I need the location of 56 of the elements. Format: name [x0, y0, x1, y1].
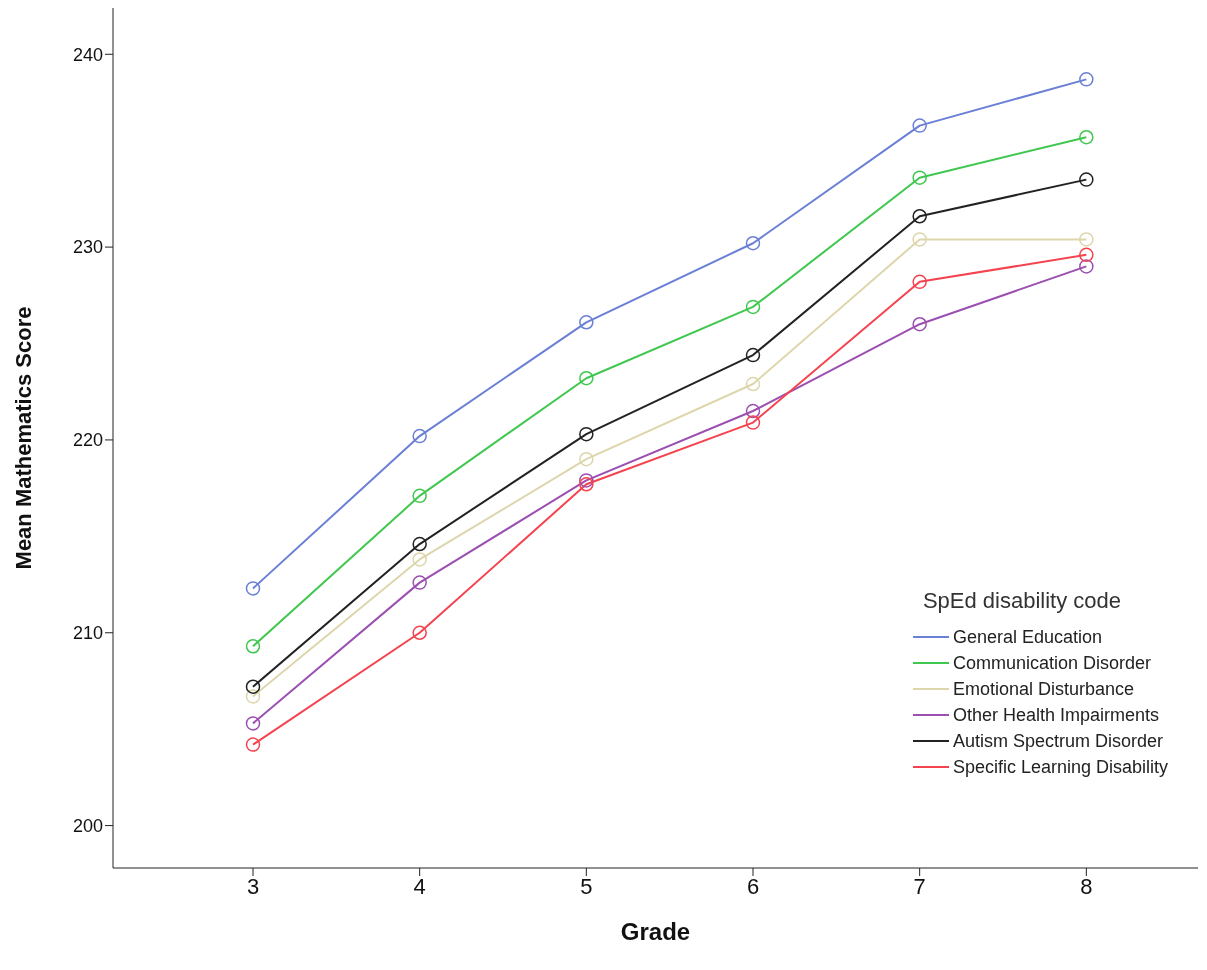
legend-label: Emotional Disturbance: [952, 678, 1134, 700]
y-tick-label: 220: [72, 430, 103, 451]
point: [912, 274, 927, 290]
legend-label: General Education: [952, 626, 1102, 648]
point: [579, 370, 594, 386]
point: [745, 376, 761, 392]
legend-title: SpEd disability code: [922, 588, 1122, 614]
point: [1079, 172, 1094, 187]
point: [912, 118, 927, 133]
y-tick-label: 210: [72, 623, 103, 644]
point: [245, 716, 261, 731]
point: [1079, 232, 1094, 247]
point: [1079, 129, 1094, 145]
point: [412, 488, 427, 504]
y-tick-label: 240: [72, 44, 103, 65]
point: [912, 170, 927, 185]
point: [412, 625, 427, 640]
y-tick-label: 200: [72, 815, 103, 836]
point: [412, 552, 427, 567]
point: [579, 473, 594, 488]
x-tick-label: 3: [246, 873, 260, 899]
point: [1079, 259, 1094, 274]
x-axis-title: Grade: [620, 918, 691, 945]
x-tick-label: 6: [746, 873, 760, 899]
point: [745, 299, 761, 315]
legend-label: Specific Learning Disability: [952, 756, 1168, 778]
x-tick-label: 8: [1080, 873, 1093, 899]
point: [245, 639, 261, 654]
point: [579, 315, 594, 330]
x-tick-label: 7: [913, 873, 926, 899]
point: [412, 575, 427, 590]
point: [745, 415, 761, 430]
point: [912, 209, 927, 224]
point: [745, 347, 761, 363]
point: [579, 451, 594, 467]
point: [245, 737, 261, 752]
point: [745, 403, 761, 419]
point: [245, 689, 261, 704]
point: [1079, 247, 1094, 263]
point: [912, 316, 927, 332]
point: [412, 536, 427, 552]
point: [245, 581, 261, 596]
x-tick-label: 4: [413, 873, 426, 899]
legend-label: Communication Disorder: [952, 652, 1151, 674]
x-tick-label: 5: [580, 873, 593, 899]
point: [579, 426, 594, 442]
point: [912, 232, 927, 247]
point: [245, 679, 261, 694]
y-tick-label: 230: [72, 237, 103, 258]
point: [1079, 72, 1094, 87]
point: [579, 477, 594, 492]
point: [412, 428, 427, 444]
legend-label: Autism Spectrum Disorder: [952, 730, 1163, 752]
y-axis-title: Mean Mathematics Score: [10, 306, 36, 570]
legend-label: Other Health Impairments: [952, 704, 1159, 726]
point: [745, 236, 761, 251]
